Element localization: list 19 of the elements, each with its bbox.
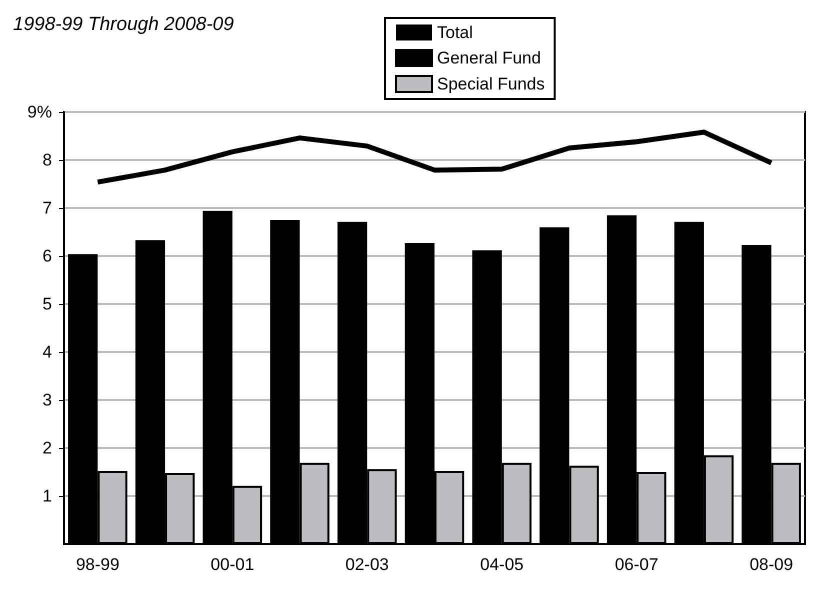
y-tick-label: 8	[42, 150, 52, 170]
y-tick-label: 3	[42, 390, 52, 410]
y-tick-label: 1	[42, 486, 52, 506]
y-tick-label: 2	[42, 438, 52, 458]
y-tick-label: 4	[42, 342, 52, 362]
legend-label: Special Funds	[437, 74, 545, 94]
legend-label: General Fund	[437, 48, 541, 68]
x-tick-label: 08-09	[750, 555, 794, 574]
chart-title: 1998-99 Through 2008-09	[13, 14, 234, 35]
y-tick-label: 6	[42, 246, 52, 266]
x-tick-label: 02-03	[345, 555, 389, 574]
y-tick-label: 5	[42, 294, 52, 314]
x-tick-label: 04-05	[480, 555, 524, 574]
legend-label: Total	[437, 23, 473, 42]
y-tick-label: 7	[42, 198, 52, 218]
x-tick-label: 98-99	[76, 555, 120, 574]
x-tick-label: 06-07	[614, 555, 658, 574]
y-tick-label: 9%	[27, 102, 52, 122]
x-tick-label: 00-01	[210, 555, 254, 574]
